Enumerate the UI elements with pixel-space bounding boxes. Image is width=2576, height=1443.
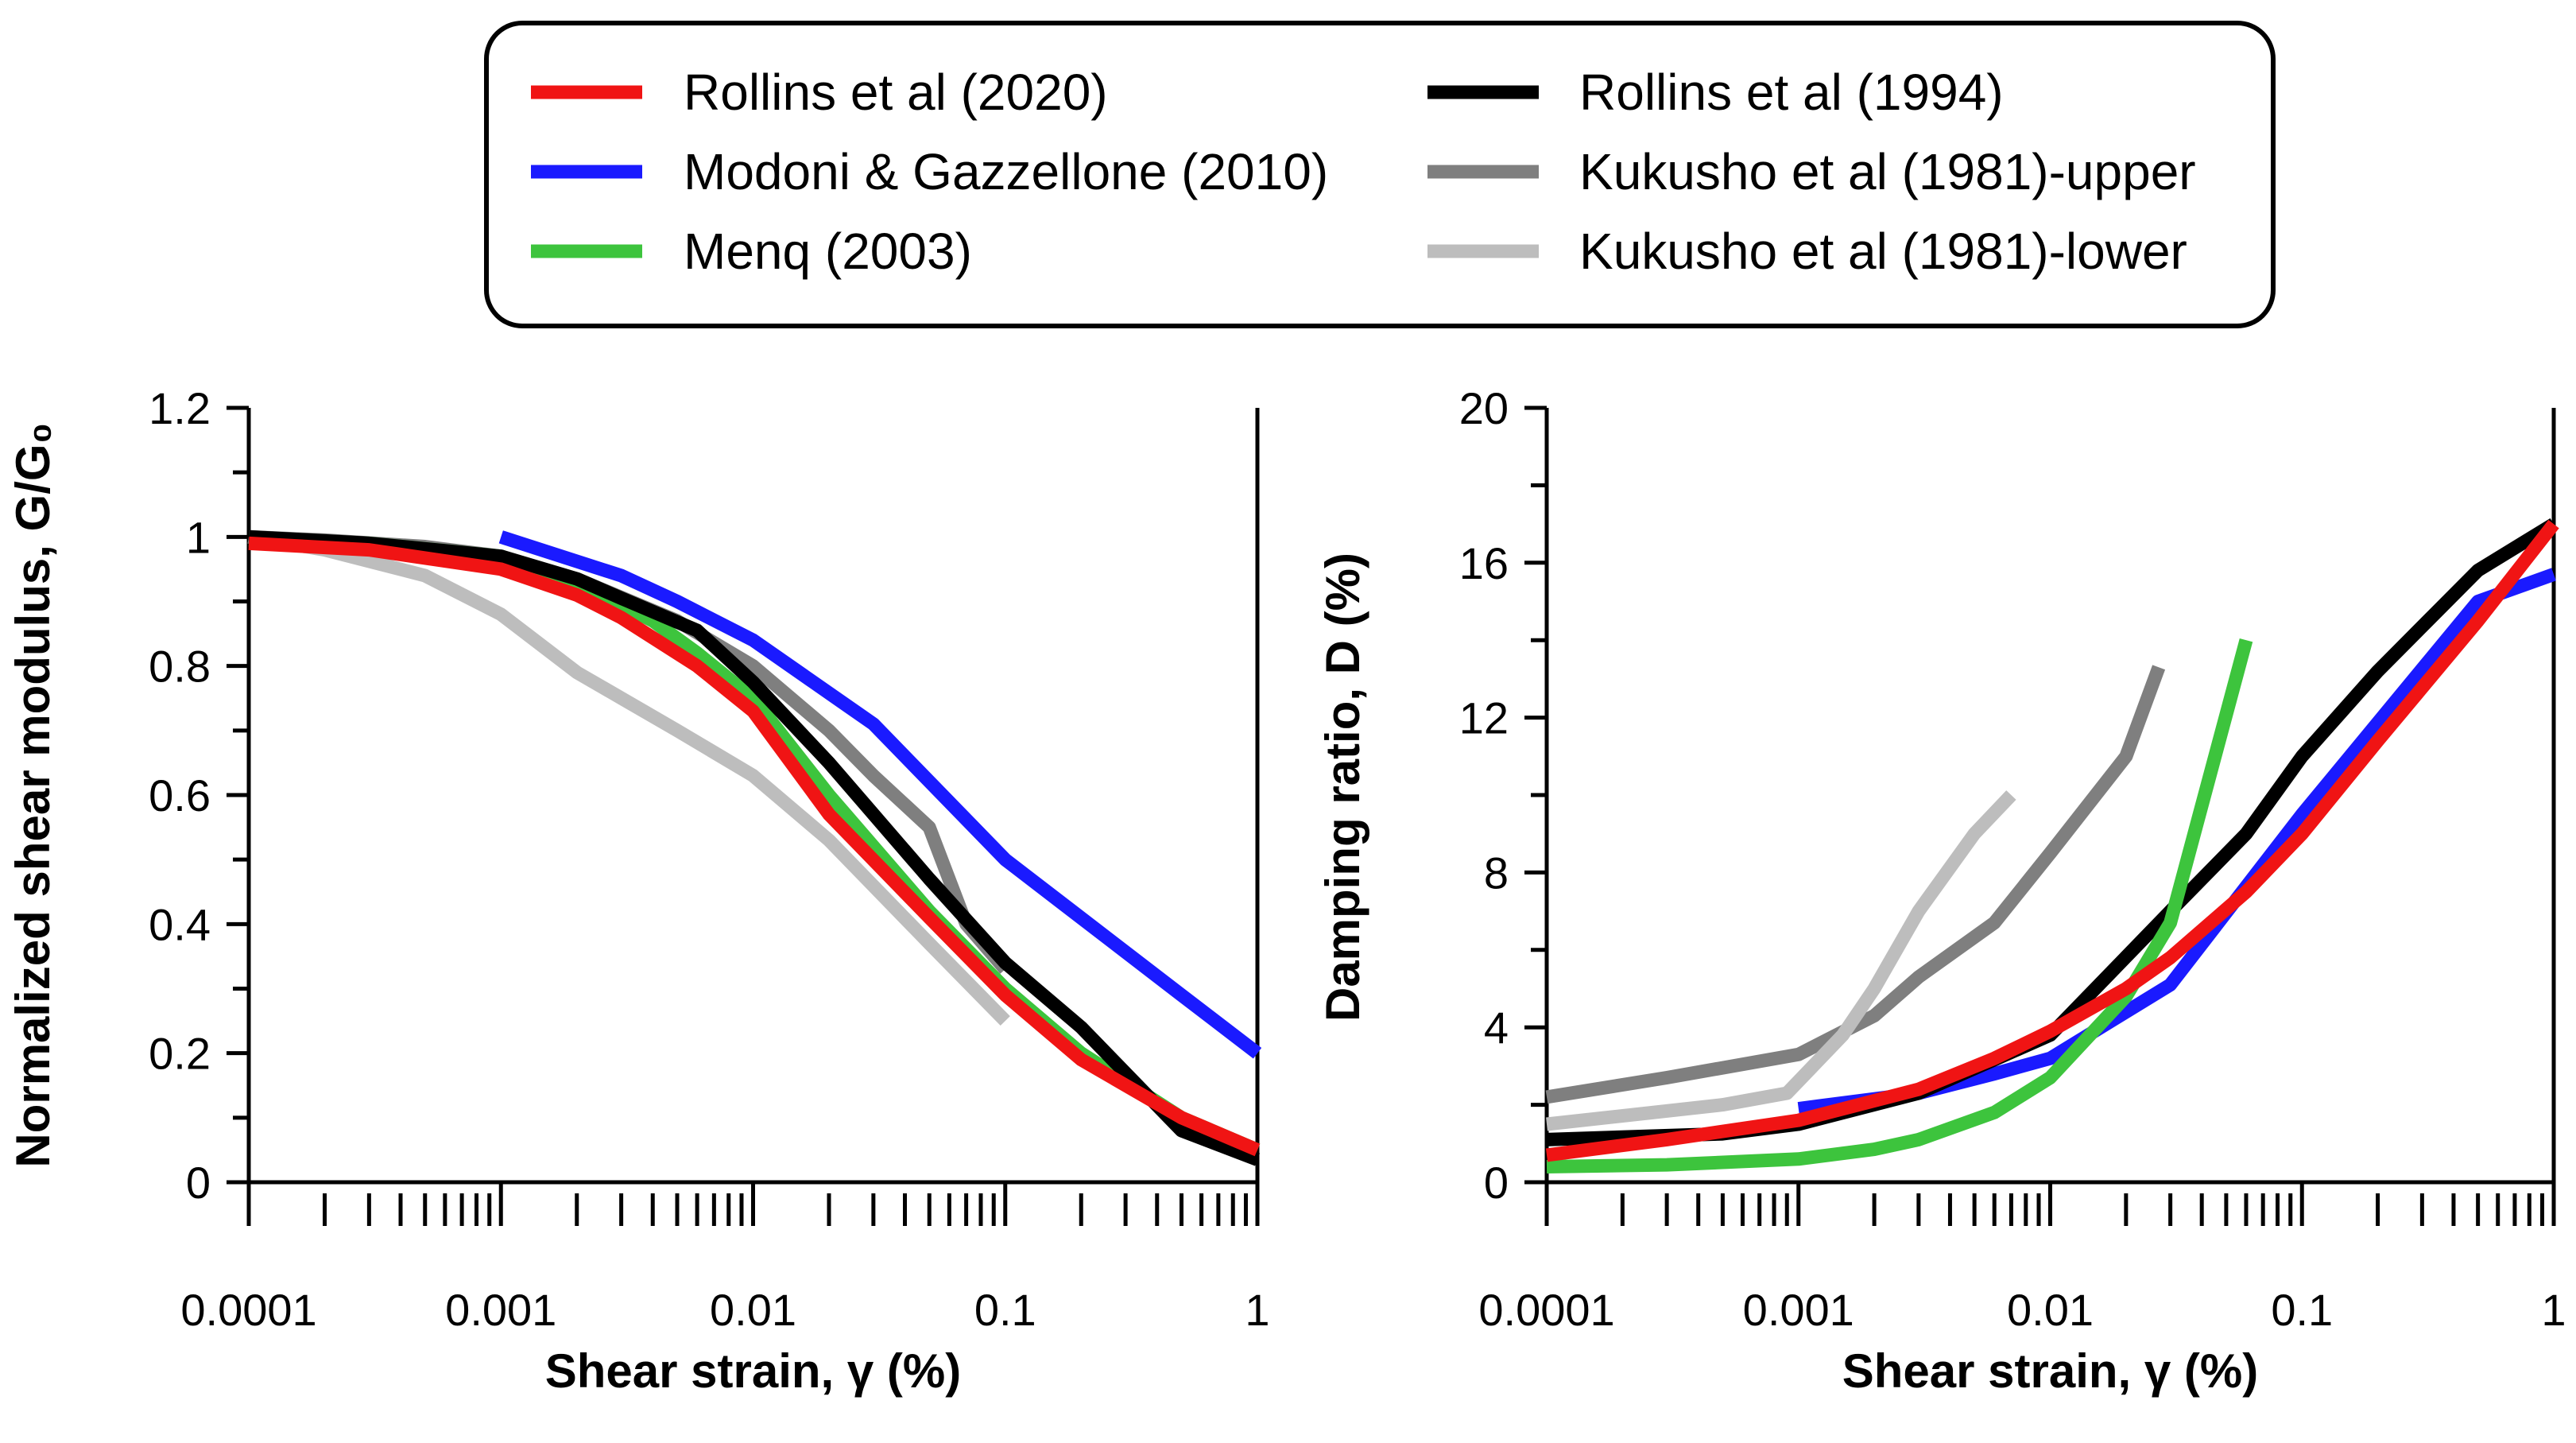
modulus-series-rollins-et-al-2020 <box>248 536 1261 1157</box>
modulus-x-tick-label: 0.0001 <box>180 1285 316 1335</box>
damping-series-rollins-et-al-1994 <box>1546 518 2558 1146</box>
damping-x-tick-label: 1 <box>2541 1285 2566 1335</box>
damping-series-kukusho-et-al-1981-upper <box>1545 665 2166 1104</box>
damping-series-modoni-gazzellone-2010 <box>1797 568 2556 1115</box>
modulus-y-tick-label: 0.4 <box>149 899 211 949</box>
modulus-y-tick-label: 1.2 <box>149 383 211 433</box>
modulus-x-tick-label: 0.001 <box>445 1285 556 1335</box>
legend-label-menq-2003: Menq (2003) <box>684 223 972 280</box>
modulus-y-tick-label: 0 <box>186 1158 211 1208</box>
damping-y-tick-label: 0 <box>1484 1158 1509 1208</box>
damping-series-kukusho-et-al-1981-lower <box>1546 790 2016 1131</box>
modulus-x-tick-label: 1 <box>1245 1285 1269 1335</box>
damping-y-tick-label: 16 <box>1459 538 1509 588</box>
damping-series-menq-2003 <box>1546 638 2253 1173</box>
chart-modulus: 0 0.2 0.4 0.6 0.8 1 1.2 0.0001 0.001 0.01 0.1 1 Shea… <box>6 383 1270 1398</box>
damping-y-tick-label: 20 <box>1459 383 1509 433</box>
modulus-y-tick-label: 0.2 <box>149 1029 211 1079</box>
legend: Rollins et al (2020) Modoni & Gazzellone … <box>484 21 2276 328</box>
damping-x-tick-label: 0.001 <box>1743 1285 1854 1335</box>
modulus-x-axis-title: Shear strain, γ (%) <box>545 1344 962 1398</box>
damping-y-tick-label: 8 <box>1484 848 1509 898</box>
legend-label-kukusho-et-al-1981-lower: Kukusho et al (1981)-lower <box>1579 223 2187 280</box>
modulus-y-axis-title: Normalized shear modulus, G/G₀ <box>6 422 60 1167</box>
modulus-series-kukusho-et-al-1981-lower <box>247 529 1010 1026</box>
legend-label-kukusho-et-al-1981-upper: Kukusho et al (1981)-upper <box>1579 143 2196 200</box>
legend-label-rollins-et-al-1994: Rollins et al (1994) <box>1579 64 2004 121</box>
damping-y-tick-label: 4 <box>1484 1003 1509 1053</box>
modulus-series-modoni-gazzellone-2010 <box>498 530 1262 1059</box>
legend-label-rollins-et-al-2020: Rollins et al (2020) <box>684 64 1108 121</box>
modulus-y-tick-label: 1 <box>186 512 211 562</box>
legend-label-modoni-gazzellone-2010: Modoni & Gazzellone (2010) <box>684 143 1328 200</box>
modulus-x-tick-label: 0.1 <box>974 1285 1036 1335</box>
modulus-x-tick-label: 0.01 <box>710 1285 796 1335</box>
damping-x-tick-label: 0.01 <box>2007 1285 2094 1335</box>
damping-y-tick-label: 12 <box>1459 693 1509 743</box>
damping-y-axis-title: Damping ratio, D (%) <box>1316 553 1369 1022</box>
modulus-y-tick-label: 0.6 <box>149 770 211 820</box>
damping-x-axis-title: Shear strain, γ (%) <box>1842 1344 2259 1398</box>
damping-x-tick-label: 0.1 <box>2271 1285 2333 1335</box>
modulus-y-tick-label: 0.8 <box>149 642 211 692</box>
damping-series-rollins-et-al-2020 <box>1545 519 2559 1162</box>
damping-x-tick-label: 0.0001 <box>1478 1285 1614 1335</box>
modulus-series-rollins-et-al-1994 <box>248 529 1261 1166</box>
chart-damping: 0 4 8 12 16 20 0.0001 0.001 0.01 0.1 1 Shear strain… <box>1316 383 2566 1398</box>
legend-box <box>484 21 2276 328</box>
